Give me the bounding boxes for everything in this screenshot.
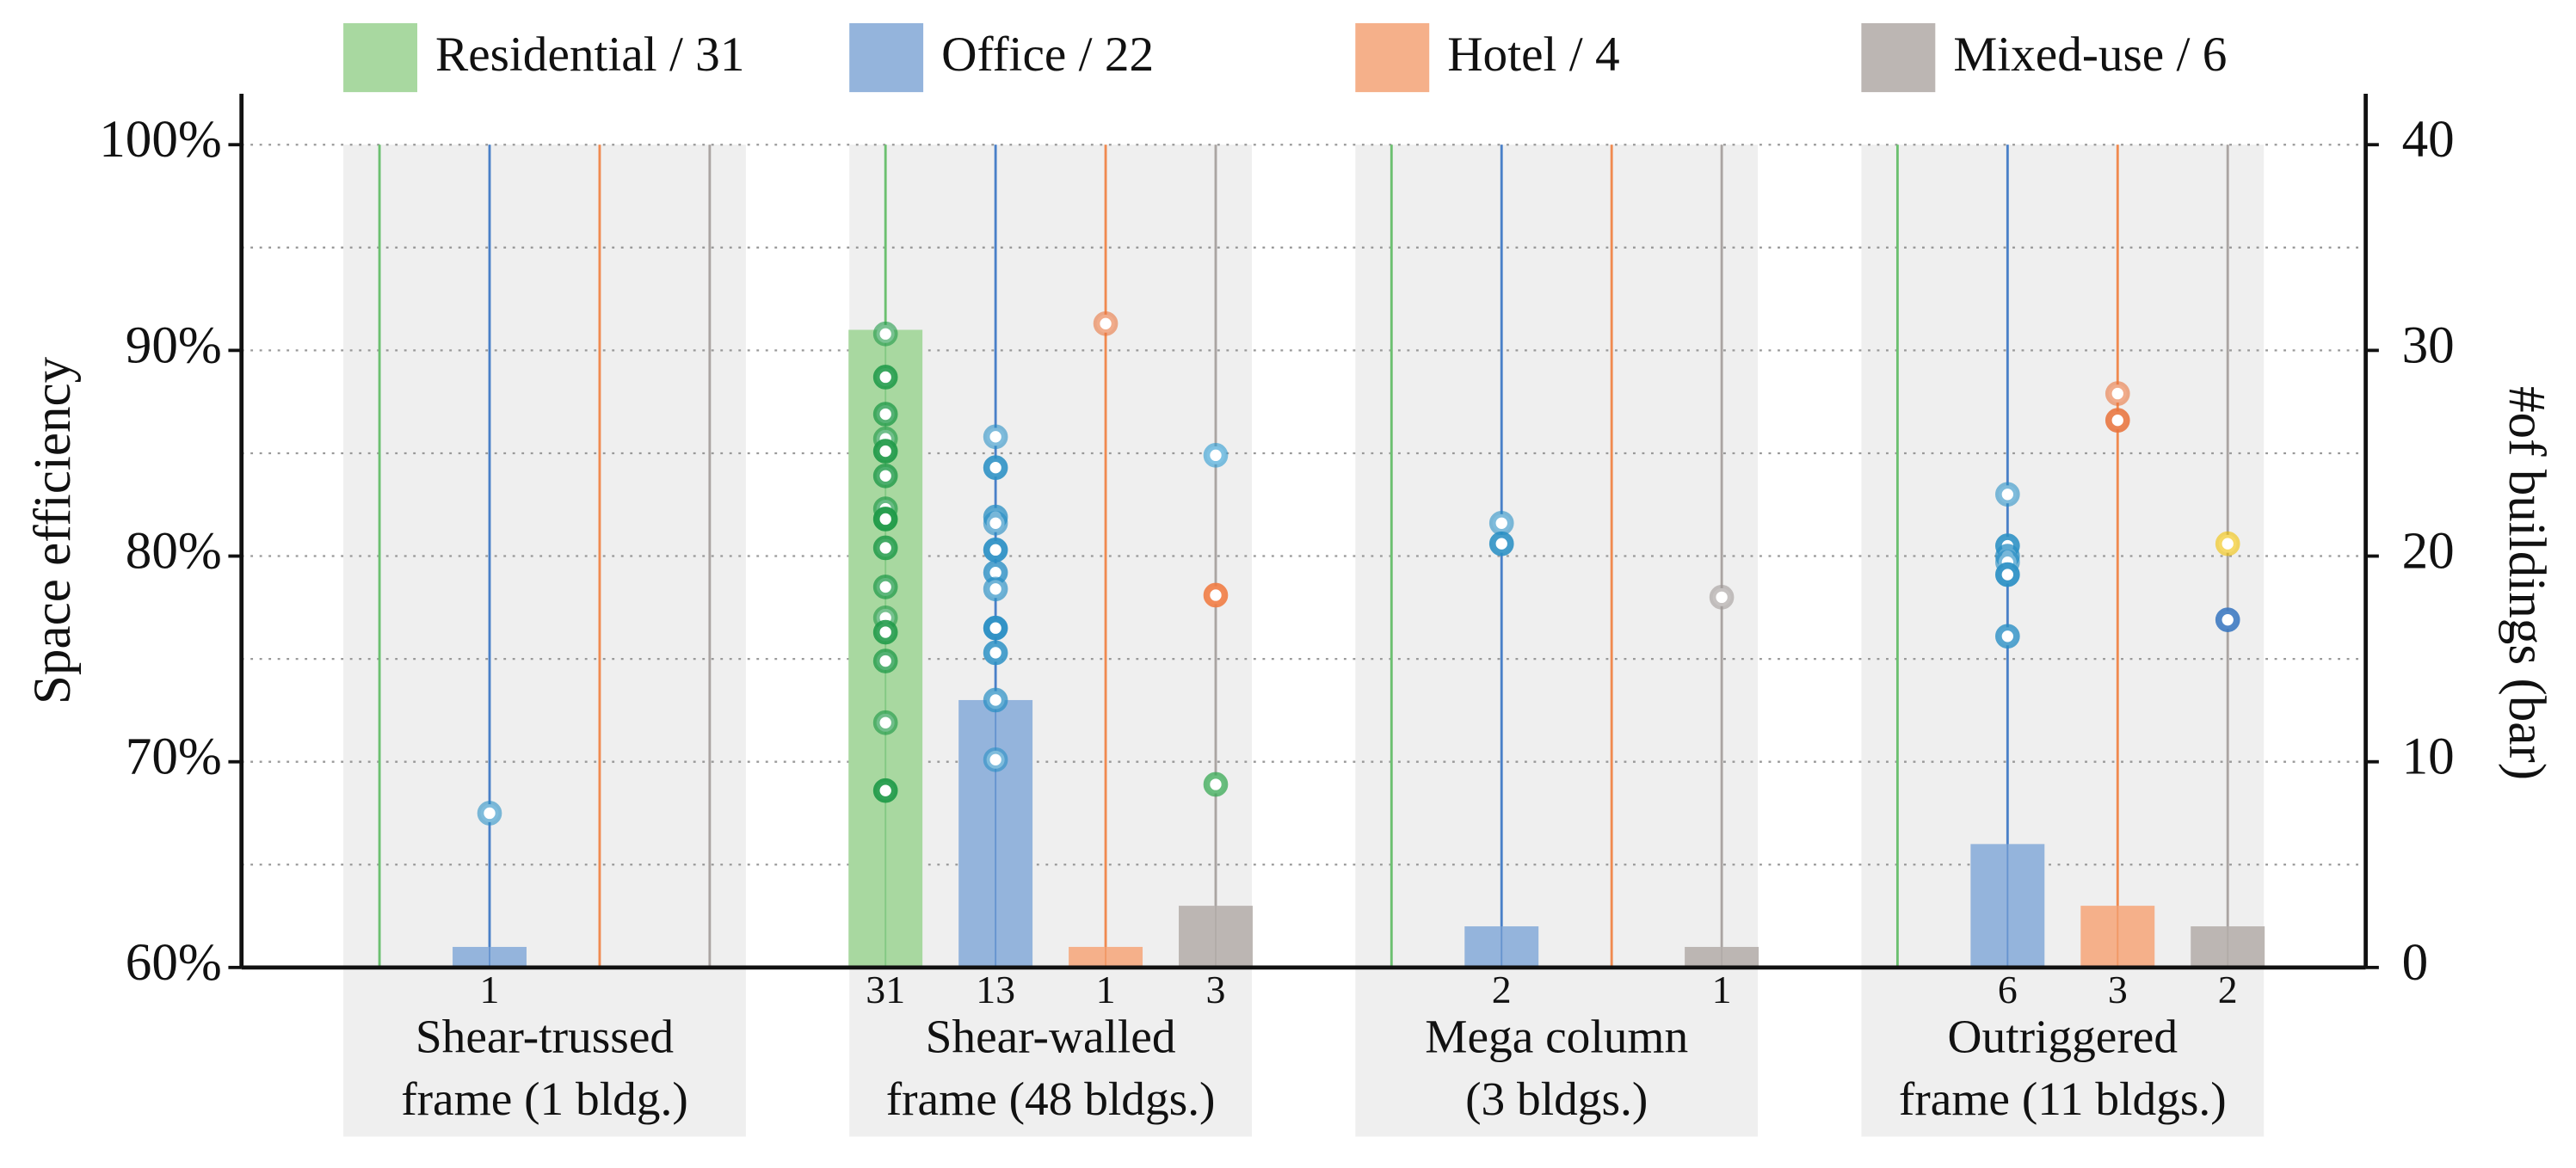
point — [477, 801, 502, 826]
point — [1203, 582, 1229, 608]
y-tick-label: 90% — [126, 317, 222, 374]
point — [872, 321, 898, 347]
point — [983, 510, 1008, 536]
point — [2215, 531, 2240, 556]
point — [983, 687, 1008, 713]
y2-axis-title: #of buildings (bar) — [2498, 386, 2555, 780]
point — [983, 455, 1008, 481]
point — [983, 640, 1008, 666]
y-tick-label: 100% — [99, 111, 222, 169]
point — [983, 538, 1008, 562]
category-label: frame (1 bldg.) — [401, 1073, 688, 1125]
legend-label: Office / 22 — [941, 28, 1154, 82]
legend-swatch — [1355, 22, 1430, 93]
point — [872, 402, 898, 427]
point — [872, 463, 898, 489]
point — [1093, 310, 1119, 336]
point — [872, 778, 898, 803]
bar-count-label: 2 — [2218, 968, 2238, 1011]
point — [2105, 381, 2130, 406]
category-label: Mega column — [1425, 1010, 1688, 1062]
y-tick-label: 60% — [126, 934, 222, 992]
y2-tick-label: 0 — [2402, 934, 2429, 992]
legend-swatch — [1861, 22, 1936, 93]
point — [1488, 531, 1514, 556]
point — [983, 576, 1008, 602]
bar-count-label: 1 — [1096, 968, 1116, 1011]
group-background — [1861, 144, 2265, 1137]
point — [1709, 585, 1735, 610]
point — [2105, 408, 2130, 433]
y2-tick-label: 10 — [2402, 728, 2455, 786]
legend-label: Hotel / 4 — [1447, 28, 1619, 82]
bar-count-label: 6 — [1998, 968, 2018, 1011]
y2-tick-label: 20 — [2402, 523, 2455, 581]
bar-count-label: 2 — [1492, 968, 1512, 1011]
bar-count-label: 1 — [480, 968, 500, 1011]
y-axis-title: Space efficiency — [24, 356, 82, 704]
point — [872, 439, 898, 464]
legend-label: Mixed-use / 6 — [1953, 28, 2227, 82]
category-label: Shear-trussed — [416, 1010, 674, 1062]
point — [1995, 482, 2020, 507]
point — [872, 619, 898, 645]
group-background — [1355, 144, 1759, 1137]
y-tick-label: 80% — [126, 523, 222, 581]
point — [1203, 771, 1229, 797]
category-label: frame (48 bldgs.) — [886, 1073, 1216, 1125]
y-tick-label: 70% — [126, 728, 222, 786]
point — [872, 649, 898, 673]
point — [1995, 562, 2020, 587]
point — [872, 535, 898, 561]
point — [1203, 443, 1229, 468]
bar-count-label: 31 — [866, 968, 905, 1011]
legend-swatch — [849, 22, 924, 93]
point — [1995, 624, 2020, 649]
bar-count-label: 3 — [1206, 968, 1226, 1011]
legend-label: Residential / 31 — [435, 28, 744, 82]
point — [983, 615, 1008, 641]
point — [2215, 607, 2240, 632]
point — [983, 424, 1008, 450]
bar-count-label: 13 — [976, 968, 1015, 1011]
category-label: Outriggered — [1948, 1010, 2178, 1062]
point — [1488, 510, 1514, 536]
bar-count-label: 1 — [1712, 968, 1732, 1011]
point — [983, 747, 1008, 772]
bar-count-label: 3 — [2108, 968, 2128, 1011]
point — [872, 575, 898, 599]
y2-tick-label: 40 — [2402, 111, 2455, 169]
group-background — [343, 144, 746, 1137]
y2-tick-label: 30 — [2402, 317, 2455, 374]
point — [872, 365, 898, 390]
point — [872, 710, 898, 735]
category-label: frame (11 bldgs.) — [1899, 1073, 2227, 1125]
category-label: (3 bldgs.) — [1465, 1073, 1648, 1125]
category-label: Shear-walled — [926, 1010, 1176, 1062]
legend-swatch — [343, 22, 417, 93]
point — [872, 507, 898, 532]
